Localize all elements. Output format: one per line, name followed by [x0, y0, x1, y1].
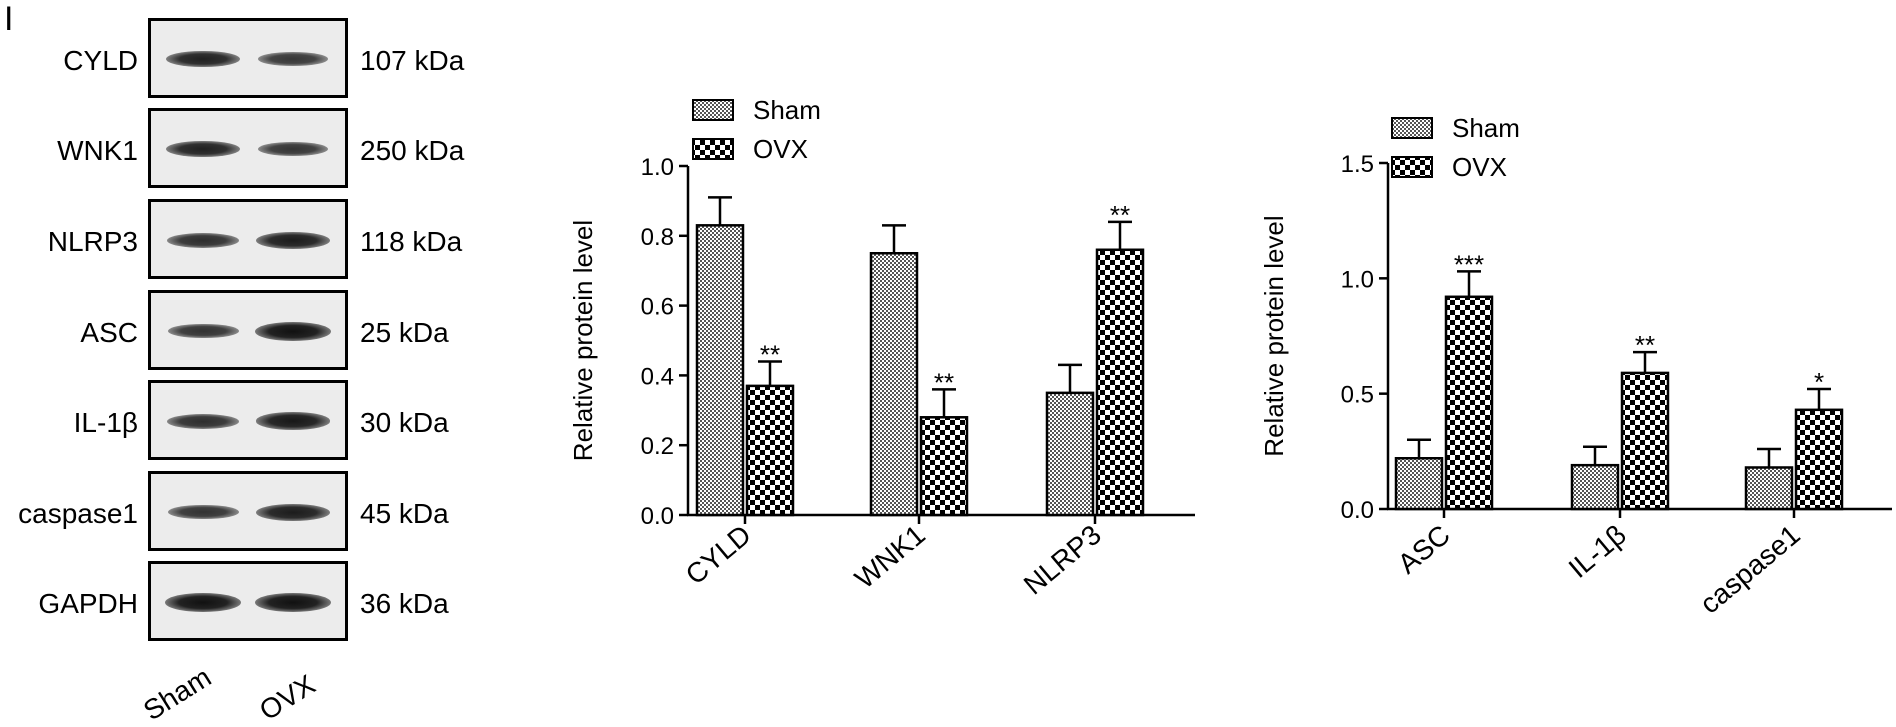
- protein-band: [167, 323, 239, 339]
- protein-band: [167, 504, 239, 520]
- chart2-category-label: ASC: [1392, 519, 1456, 580]
- chart1-legend-label-sham: Sham: [753, 95, 821, 125]
- kda-label: 36 kDa: [360, 588, 449, 619]
- blot-row: NLRP3 118 kDa: [0, 199, 520, 285]
- kda-label: 118 kDa: [360, 226, 463, 257]
- protein-band: [254, 321, 332, 341]
- kda-label: 250 kDa: [360, 135, 465, 166]
- chart2-significance-label: *: [1814, 367, 1824, 397]
- chart1-legend-label-ovx: OVX: [753, 134, 808, 164]
- blot-row: CYLD 107 kDa: [0, 18, 520, 104]
- chart2-bar-sham: [1570, 463, 1620, 511]
- chart1-y-axis-label: Relative protein level: [568, 220, 598, 461]
- chart1-category-label: CYLD: [680, 519, 757, 591]
- chart1-y-tick-label: 0.6: [641, 294, 674, 321]
- kda-label: 30 kDa: [360, 407, 449, 438]
- protein-band: [167, 232, 239, 248]
- blot-row: GAPDH 36 kDa: [0, 561, 520, 647]
- protein-label: WNK1: [57, 135, 138, 166]
- chart2-legend-swatch-ovx: [1391, 156, 1433, 178]
- chart1-significance-label: **: [1110, 200, 1130, 230]
- protein-band: [257, 52, 329, 66]
- blot-row: ASC 25 kDa: [0, 290, 520, 376]
- blot-row: caspase1 45 kDa: [0, 471, 520, 557]
- protein-label: ASC: [80, 317, 138, 348]
- chart1-bar-ovx: [1095, 248, 1145, 517]
- chart1-category-label: WNK1: [849, 519, 931, 595]
- protein-band: [257, 141, 329, 157]
- blot-image: [148, 561, 348, 641]
- blot-row: IL-1β 30 kDa: [0, 380, 520, 466]
- chart2-legend-label-sham: Sham: [1452, 113, 1520, 143]
- blot-image: [148, 108, 348, 188]
- protein-band: [166, 140, 240, 158]
- blot-image: [148, 199, 348, 279]
- chart1-significance-label: **: [934, 367, 954, 397]
- chart2-y-tick-label: 0.5: [1341, 382, 1374, 409]
- protein-label: CYLD: [63, 45, 138, 76]
- protein-label: IL-1β: [73, 407, 138, 438]
- chart2-y-tick-label: 1.0: [1341, 266, 1374, 293]
- protein-band: [255, 412, 331, 430]
- chart1-bar-ovx: [745, 384, 795, 517]
- chart2-bar-ovx: [1794, 408, 1844, 511]
- chart1-y-tick-label: 0.2: [641, 433, 674, 460]
- chart2-y-tick-label: 1.5: [1341, 151, 1374, 178]
- kda-label: 25 kDa: [360, 317, 449, 348]
- chart2-bar-ovx: [1444, 295, 1494, 511]
- protein-band: [256, 503, 330, 521]
- kda-label: 45 kDa: [360, 498, 449, 529]
- chart1-category-label: NLRP3: [1018, 519, 1107, 601]
- kda-label: 107 kDa: [360, 45, 465, 76]
- chart1-bar-sham: [1045, 391, 1095, 517]
- chart1-legend-swatch-sham: [692, 99, 734, 121]
- chart2-bar-sham: [1744, 466, 1794, 511]
- chart2-y-tick-label: 0.0: [1341, 497, 1374, 524]
- blot-image: [148, 380, 348, 460]
- chart2-significance-label: ***: [1454, 249, 1484, 279]
- blot-image: [148, 471, 348, 551]
- chart1-y-tick-label: 0.8: [641, 224, 674, 251]
- chart1-bar-ovx: [919, 416, 969, 517]
- protein-label: NLRP3: [47, 226, 138, 257]
- chart2-legend-swatch-sham: [1391, 117, 1433, 139]
- chart2-category-label: caspase1: [1694, 519, 1806, 620]
- western-blot-panel: CYLD 107 kDa WNK1 250 kDa NLRP3 118 kDa ASC 25 …: [0, 0, 600, 715]
- protein-band: [167, 413, 239, 429]
- protein-band: [164, 592, 242, 612]
- blot-row: WNK1 250 kDa: [0, 108, 520, 194]
- chart2-bar-ovx: [1620, 371, 1670, 511]
- protein-label: GAPDH: [38, 588, 138, 619]
- chart2-significance-label: **: [1635, 330, 1655, 360]
- chart2-legend-label-ovx: OVX: [1452, 152, 1507, 182]
- protein-band: [166, 50, 240, 68]
- chart1-y-tick-label: 0.4: [641, 363, 674, 390]
- protein-band: [254, 592, 332, 612]
- blot-image: [148, 18, 348, 98]
- chart2-category-label: IL-1β: [1563, 519, 1632, 584]
- chart2-y-axis-label: Relative protein level: [1259, 215, 1289, 456]
- blot-image: [148, 290, 348, 370]
- chart1-y-tick-label: 0.0: [641, 503, 674, 530]
- chart1-significance-label: **: [760, 339, 780, 369]
- chart1-bar-sham: [869, 252, 919, 517]
- chart1-bar-sham: [695, 224, 745, 517]
- protein-band: [256, 231, 330, 249]
- protein-label: caspase1: [18, 498, 138, 529]
- chart1-legend-swatch-ovx: [692, 138, 734, 160]
- panel-label: I: [4, 0, 14, 38]
- chart1-y-tick-label: 1.0: [641, 154, 674, 181]
- chart2-bar-sham: [1394, 457, 1444, 511]
